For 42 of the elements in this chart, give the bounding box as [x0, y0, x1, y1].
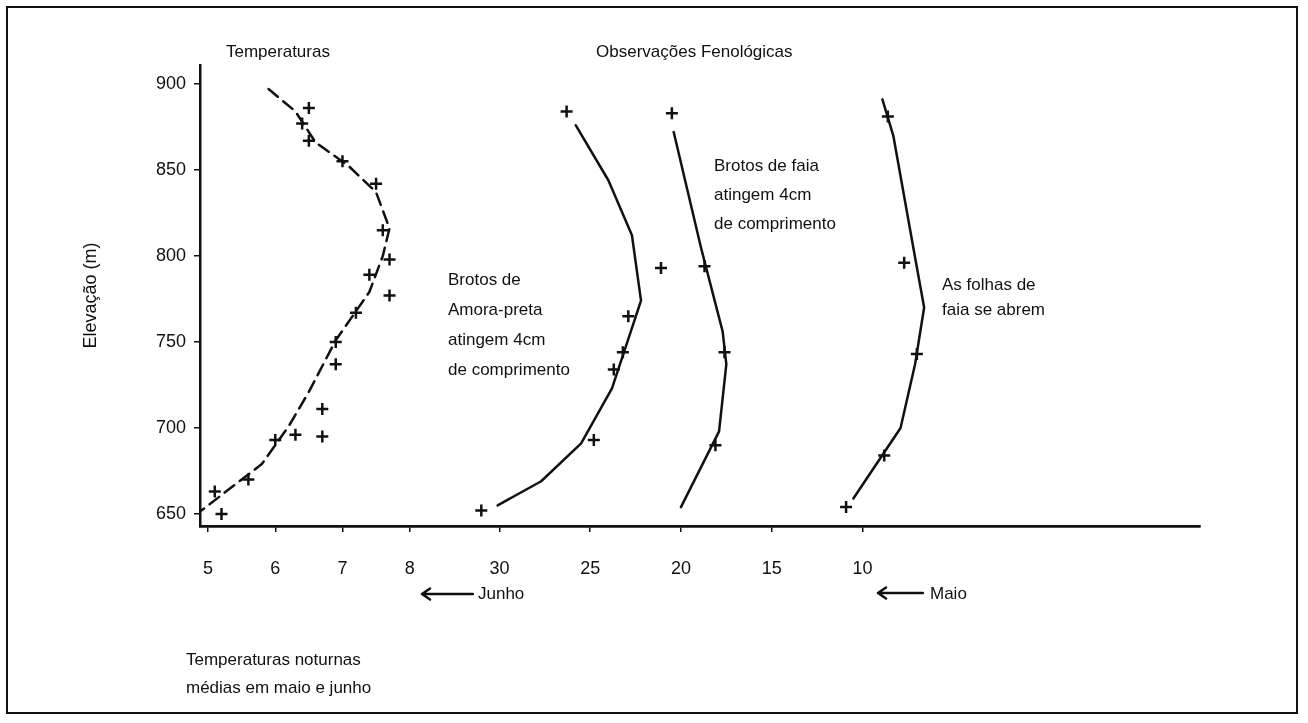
point	[207, 484, 223, 499]
point	[348, 305, 364, 320]
y-tick-label: 700	[155, 416, 186, 437]
point	[301, 100, 317, 116]
y-tick-label: 750	[155, 330, 186, 351]
point	[294, 116, 310, 131]
point	[268, 432, 283, 448]
x-tick-label: 6	[270, 557, 281, 578]
x2-tick-label: 30	[489, 557, 510, 578]
y-axis-title: Elevação (m)	[79, 242, 100, 349]
text: Maio	[930, 583, 967, 603]
point	[362, 267, 377, 283]
x2-tick-label: 20	[670, 557, 691, 578]
y-tick-label: 650	[155, 502, 186, 523]
point	[368, 176, 384, 191]
x2-tick-label: 25	[580, 557, 601, 578]
point	[288, 427, 303, 443]
series-label: Brotos de faia atingem 4cm de comprimento	[714, 155, 836, 233]
point	[214, 506, 229, 522]
point	[382, 252, 397, 267]
x-tick-label: 5	[203, 557, 214, 578]
point	[335, 154, 350, 169]
text: Junho	[478, 583, 525, 603]
point	[328, 334, 343, 350]
y-tick-label: 800	[155, 244, 186, 265]
point	[328, 357, 343, 372]
x-tick-label: 8	[404, 557, 415, 578]
x2-tick-label: 15	[761, 557, 782, 578]
y-tick-label: 900	[155, 72, 186, 93]
x-tick-label: 7	[337, 557, 348, 578]
point	[315, 401, 330, 417]
point	[382, 288, 397, 303]
x2-tick-label: 10	[852, 557, 873, 578]
text: Observações Fenológicas	[596, 41, 793, 61]
series-label: As folhas de faia se abrem	[942, 274, 1045, 319]
y-tick-label: 850	[155, 158, 186, 179]
point	[301, 133, 317, 148]
text: Brotos de Amora-preta atingem 4cm de comprimento	[448, 269, 570, 379]
point	[315, 429, 330, 444]
point	[241, 472, 256, 487]
text: Temperaturas noturnas médias em maio e junho	[186, 649, 372, 697]
text: Temperaturas	[226, 41, 330, 61]
